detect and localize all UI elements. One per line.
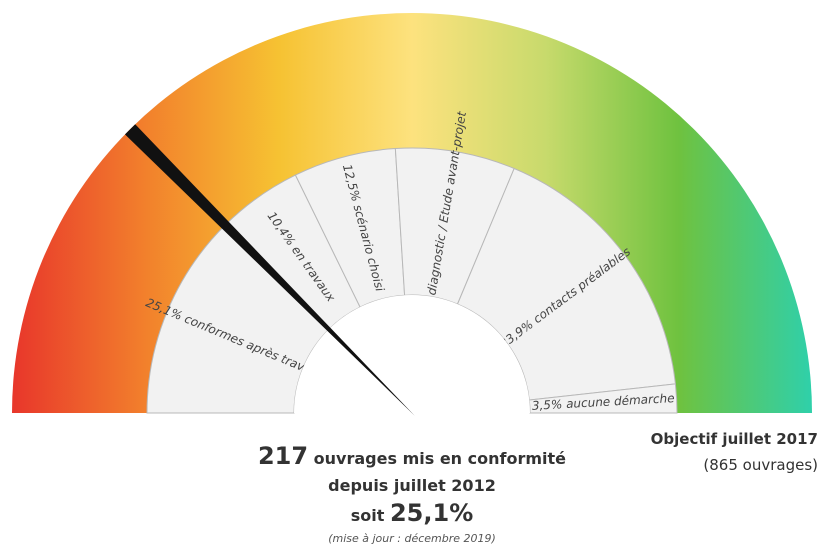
since: depuis juillet 2012 bbox=[328, 476, 496, 495]
share-line: soit 25,1% bbox=[351, 499, 474, 527]
count-line: 217 ouvrages mis en conformité bbox=[258, 442, 566, 470]
needle bbox=[124, 124, 415, 416]
count-caption: ouvrages mis en conformité bbox=[314, 449, 566, 468]
target-note: (865 ouvrages) bbox=[703, 456, 818, 474]
share-prefix: soit bbox=[351, 506, 385, 525]
count: 217 bbox=[258, 442, 308, 470]
update-note: (mise à jour : décembre 2019) bbox=[328, 532, 496, 545]
share: 25,1% bbox=[390, 499, 473, 527]
target-title: Objectif juillet 2017 bbox=[651, 430, 818, 448]
gauge-hole bbox=[294, 295, 530, 413]
